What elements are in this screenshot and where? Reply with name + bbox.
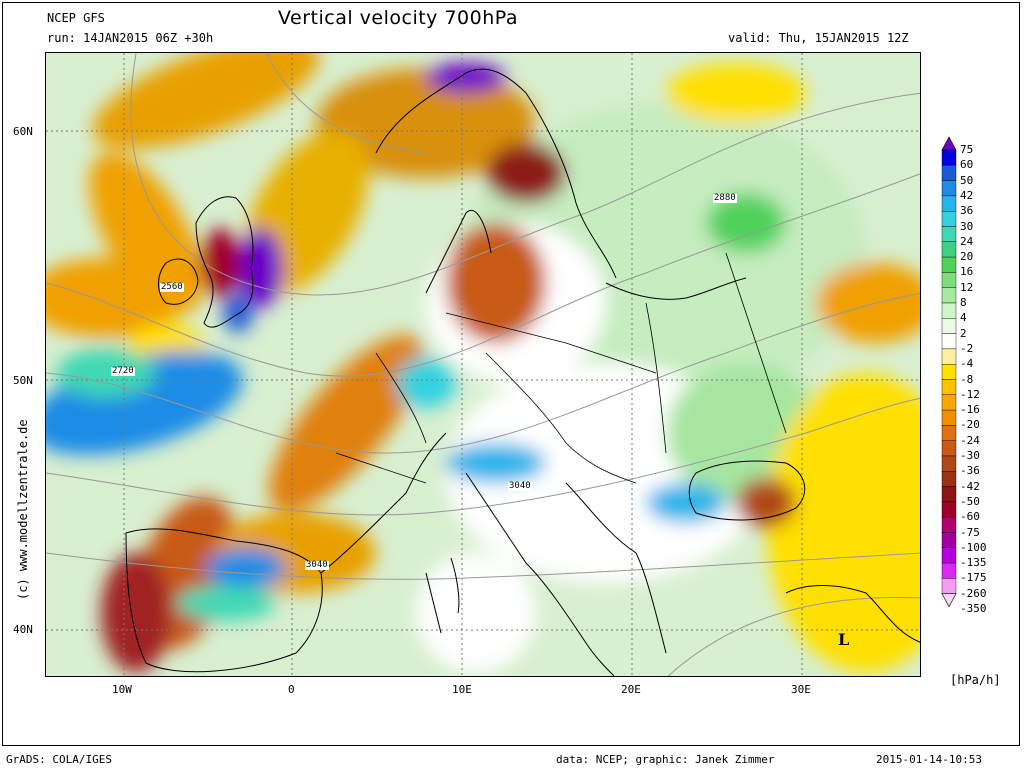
colorbar-top-arrow [941, 136, 957, 151]
lon-label-30e: 30E [791, 683, 811, 696]
colorbar-swatch [941, 471, 957, 487]
legend-level-label: 4 [960, 311, 967, 325]
legend-level-label: 24 [960, 234, 974, 248]
lon-label-10w: 10W [112, 683, 132, 696]
legend-level-label: -12 [960, 387, 980, 401]
legend-level-label: -8 [960, 372, 974, 386]
low-pressure-marker: L [838, 630, 850, 649]
legend-level-label: -24 [960, 433, 980, 447]
colorbar-swatch [941, 180, 957, 197]
legend-level-label: 2 [960, 326, 967, 340]
colorbar-swatch [941, 226, 957, 243]
vertical-velocity-field [46, 53, 920, 676]
lon-label-10e: 10E [452, 683, 472, 696]
footer-data-credit: data: NCEP; graphic: Janek Zimmer [556, 753, 775, 766]
legend-level-label: 8 [960, 296, 967, 309]
colorbar-swatch [941, 302, 957, 319]
legend-level-label: 50 [960, 173, 974, 187]
legend-level-label: -50 [960, 494, 980, 508]
legend-level-label: 20 [960, 250, 974, 264]
colorbar-swatch [941, 486, 957, 503]
legend-level-label: 60 [960, 158, 974, 172]
legend-level-label: 12 [960, 280, 974, 294]
colorbar-swatch [941, 241, 957, 258]
lon-label-0: 0 [288, 683, 295, 696]
contour-label-2880: 2880 [713, 193, 737, 203]
legend-level-label: -20 [960, 418, 980, 432]
colorbar-swatch [941, 195, 957, 212]
colorbar-swatch [941, 501, 957, 518]
colorbar-swatch [941, 562, 957, 579]
figure-frame [2, 2, 1020, 746]
colorbar [941, 136, 957, 608]
colorbar-swatch [941, 578, 957, 594]
valid-time: valid: Thu, 15JAN2015 12Z [728, 31, 909, 45]
legend-level-label: -16 [960, 403, 980, 417]
legend-level-label: -260 [960, 586, 987, 600]
lat-label-50n: 50N [13, 374, 33, 387]
website-credit: (c) www.modellzentrale.de [16, 419, 30, 600]
lat-label-60n: 60N [13, 125, 33, 138]
colorbar-swatch [941, 379, 957, 396]
colorbar-swatch [941, 394, 957, 411]
contour-label-2560: 2560 [160, 282, 184, 292]
legend-level-label: -30 [960, 449, 980, 462]
legend-level-label: -100 [960, 540, 987, 554]
map-title: Vertical velocity 700hPa [278, 7, 519, 29]
colorbar-swatch [941, 165, 957, 181]
units-label: [hPa/h] [950, 673, 1001, 687]
contour-label-2720: 2720 [111, 366, 135, 376]
legend-level-label: -350 [960, 602, 987, 615]
legend-level-label: -135 [960, 556, 987, 570]
lon-label-20e: 20E [621, 683, 641, 696]
colorbar-swatch [941, 348, 957, 365]
legend-level-label: -60 [960, 510, 980, 524]
legend-level-label: 16 [960, 265, 974, 279]
model-name: NCEP GFS [47, 11, 105, 25]
colorbar-swatch [941, 210, 957, 227]
colorbar-swatch [941, 287, 957, 304]
legend-level-label: -42 [960, 479, 980, 493]
weather-map [45, 52, 921, 677]
colorbar-swatch [941, 149, 957, 166]
colorbar-swatch [941, 517, 957, 533]
colorbar-swatch [941, 409, 957, 426]
legend-level-label: -36 [960, 464, 980, 478]
run-info: run: 14JAN2015 06Z +30h [47, 31, 214, 45]
colorbar-swatch [941, 256, 957, 273]
colorbar-bottom-arrow [941, 593, 957, 608]
contour-label-3040-east: 3040 [508, 481, 532, 491]
lat-label-40n: 40N [13, 623, 33, 636]
legend-level-label: 75 [960, 143, 974, 156]
colorbar-swatch [941, 440, 957, 457]
contour-label-3040-west: 3040 [305, 560, 329, 570]
colorbar-swatch [941, 272, 957, 288]
legend-level-label: -2 [960, 341, 974, 355]
legend-level-label: -175 [960, 571, 987, 585]
legend-level-label: 36 [960, 204, 974, 218]
colorbar-swatch [941, 455, 957, 472]
colorbar-swatch [941, 532, 957, 549]
colorbar-swatch [941, 318, 957, 334]
legend-level-label: 42 [960, 188, 974, 202]
colorbar-swatch [941, 547, 957, 564]
colorbar-swatch [941, 425, 957, 441]
legend-level-label: 30 [960, 219, 974, 233]
legend-level-label: -4 [960, 357, 974, 371]
colorbar-swatch [941, 363, 957, 380]
colorbar-swatch [941, 333, 957, 350]
legend-level-label: -75 [960, 525, 980, 539]
footer-timestamp: 2015-01-14-10:53 [876, 753, 982, 766]
footer-grads: GrADS: COLA/IGES [6, 753, 112, 766]
